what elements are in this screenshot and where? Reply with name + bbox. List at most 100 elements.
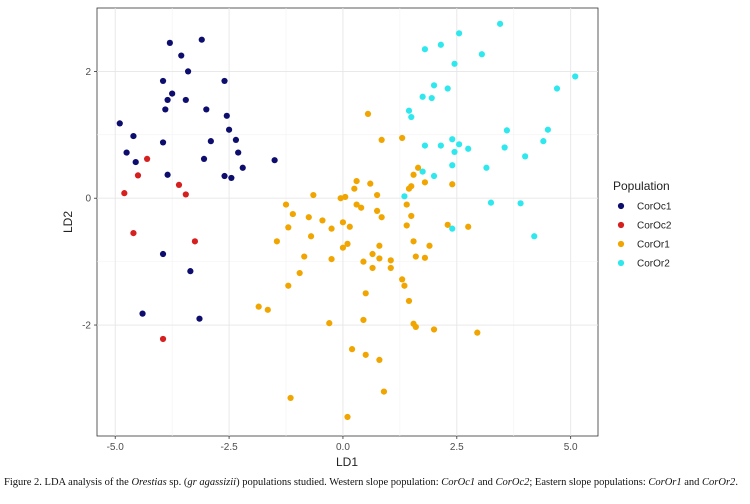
data-points bbox=[116, 20, 579, 421]
x-tick-label: 0.0 bbox=[336, 442, 350, 453]
data-point bbox=[223, 112, 230, 119]
data-point bbox=[362, 351, 369, 358]
data-point bbox=[430, 326, 438, 333]
data-point bbox=[310, 191, 317, 199]
data-point bbox=[374, 191, 381, 199]
data-point bbox=[144, 155, 151, 163]
data-point bbox=[403, 222, 410, 229]
x-axis-ticks: -5.0 -2.5 0.0 2.5 5.0 bbox=[107, 436, 578, 453]
data-point bbox=[139, 310, 146, 317]
data-point bbox=[282, 201, 290, 208]
legend-label: CorOr2 bbox=[637, 259, 670, 270]
plot-panel bbox=[96, 7, 599, 437]
data-point bbox=[196, 315, 203, 322]
data-point bbox=[401, 282, 408, 289]
data-point bbox=[401, 193, 408, 200]
series-coror2 bbox=[401, 20, 579, 240]
data-point bbox=[430, 172, 438, 180]
data-point bbox=[225, 126, 233, 133]
legend-item-coror1: CorOr1 bbox=[617, 240, 670, 251]
data-point bbox=[287, 394, 294, 402]
data-point bbox=[408, 113, 415, 121]
data-point bbox=[465, 223, 472, 230]
legend-item-coroc1: CorOc1 bbox=[617, 202, 672, 213]
data-point bbox=[337, 195, 344, 202]
data-point bbox=[178, 52, 185, 59]
data-point bbox=[501, 144, 508, 151]
data-point bbox=[328, 225, 335, 232]
data-point bbox=[221, 172, 228, 180]
figure-caption: Figure 2. LDA analysis of the Orestias s… bbox=[4, 477, 738, 488]
data-point bbox=[421, 254, 429, 261]
data-point bbox=[444, 85, 451, 92]
data-point bbox=[134, 172, 142, 179]
data-point bbox=[358, 204, 365, 211]
data-point bbox=[123, 149, 130, 156]
data-point bbox=[344, 240, 351, 247]
data-point bbox=[166, 39, 173, 46]
data-point bbox=[399, 134, 406, 142]
data-point bbox=[353, 201, 360, 208]
data-point bbox=[522, 153, 529, 160]
data-point bbox=[255, 303, 262, 310]
data-point bbox=[387, 257, 394, 264]
data-point bbox=[378, 214, 385, 221]
data-point bbox=[478, 51, 485, 58]
legend-label: CorOc1 bbox=[637, 202, 672, 213]
series-coroc1 bbox=[116, 36, 278, 322]
legend-key bbox=[617, 221, 625, 229]
data-point bbox=[339, 219, 347, 226]
data-point bbox=[465, 145, 472, 152]
lda-scatter-chart: -5.0 -2.5 0.0 2.5 5.0 -2 0 2 LD1 LD2 Populatio… bbox=[61, 7, 672, 469]
data-point bbox=[339, 244, 347, 251]
data-point bbox=[326, 320, 333, 327]
data-point bbox=[164, 96, 171, 104]
data-point bbox=[289, 210, 296, 218]
data-point bbox=[455, 141, 463, 148]
data-point bbox=[572, 73, 579, 80]
data-point bbox=[360, 316, 367, 324]
legend: CorOc1 CorOc2 CorOr1 CorOr2 bbox=[617, 202, 672, 270]
y-tick-label: 0 bbox=[85, 194, 91, 205]
data-point bbox=[387, 264, 394, 272]
data-point bbox=[408, 212, 415, 220]
data-point bbox=[285, 224, 292, 231]
data-point bbox=[426, 242, 433, 249]
data-point bbox=[328, 255, 335, 263]
data-point bbox=[203, 106, 210, 113]
data-point bbox=[184, 68, 192, 75]
data-point bbox=[285, 282, 292, 289]
data-point bbox=[412, 253, 419, 260]
data-point bbox=[405, 185, 413, 192]
data-point bbox=[132, 158, 139, 166]
data-point bbox=[399, 276, 406, 283]
legend-key bbox=[617, 259, 625, 267]
data-point bbox=[412, 323, 419, 331]
data-point bbox=[544, 126, 552, 133]
legend-key bbox=[617, 202, 625, 210]
data-point bbox=[449, 136, 456, 143]
y-tick-label: 2 bbox=[85, 67, 91, 78]
data-point bbox=[159, 335, 167, 343]
data-point bbox=[182, 191, 189, 198]
data-point bbox=[191, 238, 199, 245]
data-point bbox=[421, 179, 429, 186]
data-point bbox=[428, 94, 435, 102]
data-point bbox=[162, 106, 169, 113]
data-point bbox=[159, 77, 167, 85]
data-point bbox=[187, 268, 194, 275]
data-point bbox=[437, 41, 444, 48]
data-point bbox=[419, 168, 426, 175]
data-point bbox=[376, 255, 383, 262]
data-point bbox=[380, 388, 388, 395]
legend-title: Population bbox=[613, 179, 670, 193]
data-point bbox=[449, 181, 456, 188]
data-point bbox=[121, 190, 128, 197]
data-point bbox=[405, 107, 413, 114]
data-point bbox=[353, 178, 360, 185]
data-point bbox=[319, 217, 326, 224]
data-point bbox=[228, 174, 235, 182]
data-point bbox=[405, 297, 413, 305]
legend-label: CorOc2 bbox=[637, 221, 672, 232]
x-axis-title: LD1 bbox=[336, 455, 358, 469]
